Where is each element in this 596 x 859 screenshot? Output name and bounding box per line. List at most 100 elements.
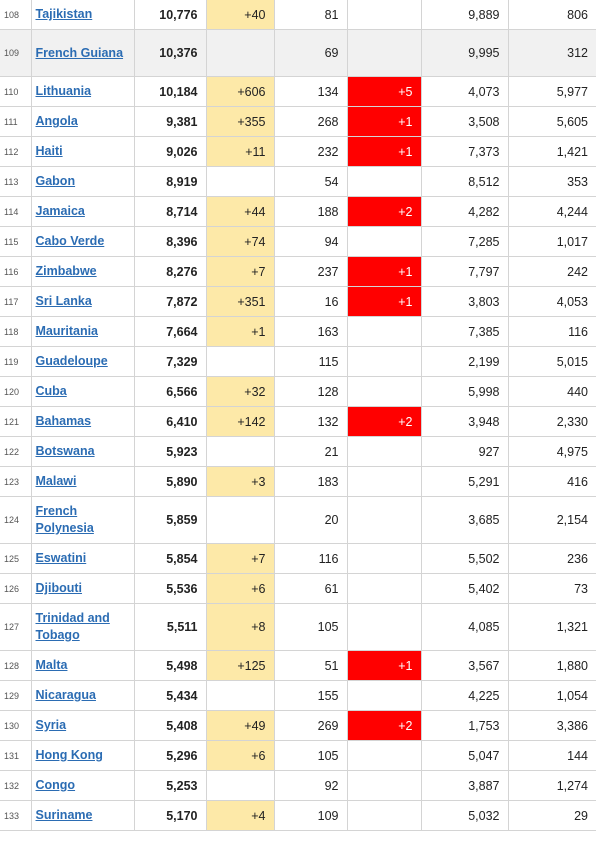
new-deaths-cell: +1 bbox=[346, 106, 422, 137]
recovered-cell: 3,508 bbox=[420, 106, 509, 137]
table-row: 114 Jamaica 8,714 +44 188 +2 4,282 4,244 bbox=[0, 196, 596, 227]
rank-cell: 113 bbox=[0, 166, 32, 197]
table-row: 133 Suriname 5,170 +4 109 5,032 29 bbox=[0, 800, 596, 831]
active-cases-cell: 242 bbox=[507, 256, 596, 287]
country-link[interactable]: Cabo Verde bbox=[35, 234, 105, 248]
country-link[interactable]: Tajikistan bbox=[35, 7, 93, 21]
new-cases-cell: +3 bbox=[205, 466, 275, 497]
country-link[interactable]: Suriname bbox=[35, 808, 93, 822]
rank-cell: 114 bbox=[0, 196, 32, 227]
rank-cell: 119 bbox=[0, 346, 32, 377]
rank-cell: 124 bbox=[0, 496, 32, 544]
country-link[interactable]: Guadeloupe bbox=[35, 354, 108, 368]
recovered-cell: 1,753 bbox=[420, 710, 509, 741]
country-cell: Jamaica bbox=[30, 196, 135, 227]
new-cases-cell: +7 bbox=[205, 256, 275, 287]
total-deaths-cell: 237 bbox=[273, 256, 348, 287]
country-cell: Malta bbox=[30, 650, 135, 681]
country-link[interactable]: Hong Kong bbox=[35, 748, 103, 762]
total-deaths-cell: 109 bbox=[273, 800, 348, 831]
active-cases-cell: 2,330 bbox=[507, 406, 596, 437]
country-link[interactable]: Angola bbox=[35, 114, 78, 128]
total-cases-cell: 5,253 bbox=[133, 770, 207, 801]
country-link[interactable]: Djibouti bbox=[35, 581, 83, 595]
new-deaths-cell bbox=[346, 543, 422, 574]
total-deaths-cell: 269 bbox=[273, 710, 348, 741]
new-deaths-cell bbox=[346, 376, 422, 407]
country-link[interactable]: Malta bbox=[35, 658, 68, 672]
country-link[interactable]: Mauritania bbox=[35, 324, 99, 338]
active-cases-cell: 353 bbox=[507, 166, 596, 197]
country-link[interactable]: Syria bbox=[35, 718, 67, 732]
recovered-cell: 8,512 bbox=[420, 166, 509, 197]
total-deaths-cell: 232 bbox=[273, 136, 348, 167]
total-deaths-cell: 105 bbox=[273, 603, 348, 651]
country-link[interactable]: Lithuania bbox=[35, 84, 92, 98]
new-cases-cell: +32 bbox=[205, 376, 275, 407]
total-cases-cell: 5,296 bbox=[133, 740, 207, 771]
total-deaths-cell: 69 bbox=[273, 29, 348, 77]
country-link[interactable]: Zimbabwe bbox=[35, 264, 97, 278]
rank-cell: 110 bbox=[0, 76, 32, 107]
total-cases-cell: 8,714 bbox=[133, 196, 207, 227]
new-cases-cell: +40 bbox=[205, 0, 275, 30]
recovered-cell: 3,567 bbox=[420, 650, 509, 681]
recovered-cell: 5,047 bbox=[420, 740, 509, 771]
country-cell: Cabo Verde bbox=[30, 226, 135, 257]
total-cases-cell: 6,566 bbox=[133, 376, 207, 407]
new-deaths-cell bbox=[346, 29, 422, 77]
total-deaths-cell: 20 bbox=[273, 496, 348, 544]
country-link[interactable]: French Guiana bbox=[35, 45, 124, 60]
table-body: 108 Tajikistan 10,776 +40 81 9,889 806 109 Frenc… bbox=[0, 0, 596, 831]
country-link[interactable]: Botswana bbox=[35, 444, 95, 458]
total-deaths-cell: 61 bbox=[273, 573, 348, 604]
country-cell: Zimbabwe bbox=[30, 256, 135, 287]
total-cases-cell: 5,498 bbox=[133, 650, 207, 681]
active-cases-cell: 2,154 bbox=[507, 496, 596, 544]
new-cases-cell: +44 bbox=[205, 196, 275, 227]
recovered-cell: 2,199 bbox=[420, 346, 509, 377]
new-cases-cell bbox=[205, 29, 275, 77]
total-deaths-cell: 155 bbox=[273, 680, 348, 711]
table-row: 124 French Polynesia 5,859 20 3,685 2,154 bbox=[0, 496, 596, 544]
total-cases-cell: 6,410 bbox=[133, 406, 207, 437]
recovered-cell: 7,373 bbox=[420, 136, 509, 167]
total-deaths-cell: 188 bbox=[273, 196, 348, 227]
new-deaths-cell: +2 bbox=[346, 710, 422, 741]
recovered-cell: 3,948 bbox=[420, 406, 509, 437]
active-cases-cell: 29 bbox=[507, 800, 596, 831]
active-cases-cell: 144 bbox=[507, 740, 596, 771]
country-link[interactable]: French Polynesia bbox=[35, 504, 94, 535]
country-link[interactable]: Cuba bbox=[35, 384, 67, 398]
new-deaths-cell bbox=[346, 226, 422, 257]
country-link[interactable]: Gabon bbox=[35, 174, 76, 188]
country-link[interactable]: Eswatini bbox=[35, 551, 87, 565]
recovered-cell: 4,225 bbox=[420, 680, 509, 711]
total-deaths-cell: 21 bbox=[273, 436, 348, 467]
rank-cell: 122 bbox=[0, 436, 32, 467]
active-cases-cell: 312 bbox=[507, 29, 596, 77]
active-cases-cell: 5,605 bbox=[507, 106, 596, 137]
country-link[interactable]: Haiti bbox=[35, 144, 63, 158]
country-link[interactable]: Trinidad and Tobago bbox=[35, 611, 110, 642]
new-deaths-cell: +1 bbox=[346, 136, 422, 167]
total-deaths-cell: 16 bbox=[273, 286, 348, 317]
country-link[interactable]: Sri Lanka bbox=[35, 294, 92, 308]
country-link[interactable]: Congo bbox=[35, 778, 76, 792]
new-deaths-cell bbox=[346, 166, 422, 197]
active-cases-cell: 416 bbox=[507, 466, 596, 497]
table-row: 120 Cuba 6,566 +32 128 5,998 440 bbox=[0, 376, 596, 407]
active-cases-cell: 116 bbox=[507, 316, 596, 347]
country-link[interactable]: Bahamas bbox=[35, 414, 92, 428]
recovered-cell: 5,291 bbox=[420, 466, 509, 497]
country-link[interactable]: Nicaragua bbox=[35, 688, 96, 702]
total-deaths-cell: 134 bbox=[273, 76, 348, 107]
new-deaths-cell bbox=[346, 466, 422, 497]
country-link[interactable]: Malawi bbox=[35, 474, 77, 488]
table-row: 112 Haiti 9,026 +11 232 +1 7,373 1,421 bbox=[0, 136, 596, 167]
total-cases-cell: 5,859 bbox=[133, 496, 207, 544]
country-link[interactable]: Jamaica bbox=[35, 204, 85, 218]
table-row: 117 Sri Lanka 7,872 +351 16 +1 3,803 4,053 bbox=[0, 286, 596, 317]
rank-cell: 109 bbox=[0, 29, 32, 77]
rank-cell: 131 bbox=[0, 740, 32, 771]
